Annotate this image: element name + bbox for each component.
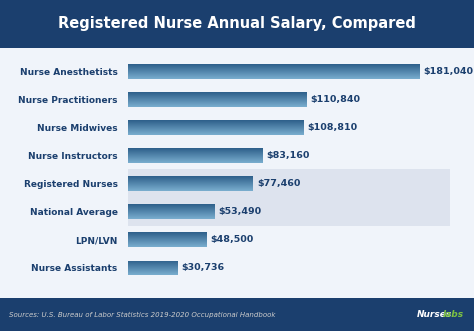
- Text: $48,500: $48,500: [210, 235, 254, 244]
- Text: Nurses: Nurses: [417, 310, 452, 319]
- Text: $53,490: $53,490: [218, 207, 261, 216]
- Text: $181,040: $181,040: [424, 67, 474, 76]
- Text: Registered Nurse Annual Salary, Compared: Registered Nurse Annual Salary, Compared: [58, 17, 416, 31]
- Text: Sources: U.S. Bureau of Labor Statistics 2019-2020 Occupational Handbook: Sources: U.S. Bureau of Labor Statistics…: [9, 311, 276, 317]
- Bar: [128, 169, 450, 226]
- Text: $83,160: $83,160: [266, 151, 310, 160]
- Text: $110,840: $110,840: [310, 95, 361, 104]
- Text: $30,736: $30,736: [182, 263, 225, 272]
- Text: labs: labs: [443, 310, 465, 319]
- Text: $108,810: $108,810: [307, 123, 357, 132]
- Text: $77,460: $77,460: [257, 179, 300, 188]
